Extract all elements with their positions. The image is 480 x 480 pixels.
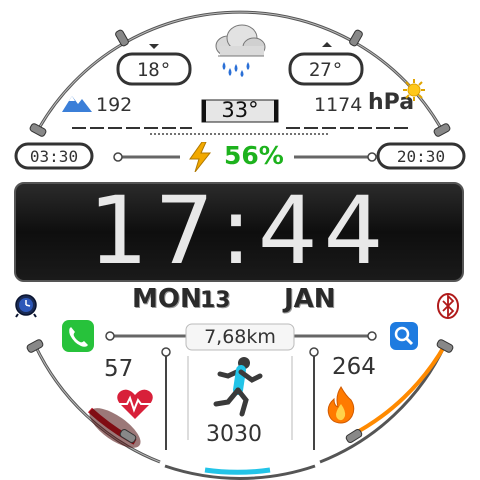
sunset-pill — [376, 142, 466, 170]
ring-marker — [26, 339, 44, 353]
ring-marker — [119, 429, 137, 443]
distance-line-dot — [105, 331, 115, 341]
heartbeat-icon — [117, 389, 153, 419]
altitude-value: 192 — [96, 94, 133, 116]
ring-marker — [436, 339, 454, 353]
distance-value: 7,68km — [204, 326, 276, 348]
date-month: JAN — [284, 284, 336, 314]
heart-rate-value: 57 — [104, 356, 134, 382]
digital-time[interactable]: 17:44 — [88, 177, 390, 286]
sunrise-pill — [14, 142, 94, 170]
temp-low-value: 18° — [136, 59, 172, 81]
ring-marker — [29, 123, 47, 137]
temp-high-pill — [288, 52, 364, 86]
calories-value: 264 — [332, 354, 376, 380]
ring-marker — [349, 29, 363, 47]
ring-marker — [433, 123, 451, 137]
temp-high-value: 27° — [308, 59, 344, 81]
alarm-icon[interactable] — [12, 290, 40, 318]
battery-line-dot — [113, 152, 123, 162]
battery-percent: 56% — [224, 141, 284, 170]
calories-progress-arc — [349, 344, 447, 438]
flame-icon — [327, 386, 355, 424]
outer-ring-top-inner — [37, 11, 443, 131]
current-temp-box-edge — [202, 100, 206, 122]
divider-dot — [309, 347, 319, 357]
sun-icon — [403, 79, 425, 101]
steps-progress-arc — [204, 467, 271, 475]
runner-icon — [213, 357, 263, 417]
rain-cloud-icon — [215, 24, 266, 77]
distance-line-dot — [367, 331, 377, 341]
pressure-unit: hPa — [368, 90, 415, 115]
clock-band — [14, 182, 464, 282]
temp-low-pill — [116, 52, 192, 86]
sunset-time: 20:30 — [396, 147, 446, 166]
search-icon[interactable] — [390, 322, 418, 350]
date-weekday: MON — [132, 284, 202, 314]
date-day: 13 — [200, 288, 231, 313]
mountain-icon — [62, 96, 92, 112]
steps-value: 3030 — [206, 422, 262, 447]
ring-marker — [115, 29, 129, 47]
steps-ring — [164, 464, 316, 480]
bluetooth-icon[interactable] — [436, 292, 460, 320]
temp-low-arrow — [149, 44, 159, 49]
current-temp-box-edge — [274, 100, 278, 122]
battery-line-dot — [367, 152, 377, 162]
lightning-icon — [189, 142, 212, 172]
pressure-value: 1174 — [314, 94, 363, 116]
distance-box — [185, 323, 295, 351]
sunrise-time: 03:30 — [29, 147, 79, 166]
temp-high-arrow — [322, 42, 332, 47]
ring-marker — [345, 429, 363, 443]
current-temp-value: 33° — [221, 98, 259, 122]
phone-icon[interactable] — [62, 320, 94, 352]
divider-dot — [161, 347, 171, 357]
outer-ring-bottom-left-inner — [34, 344, 161, 463]
